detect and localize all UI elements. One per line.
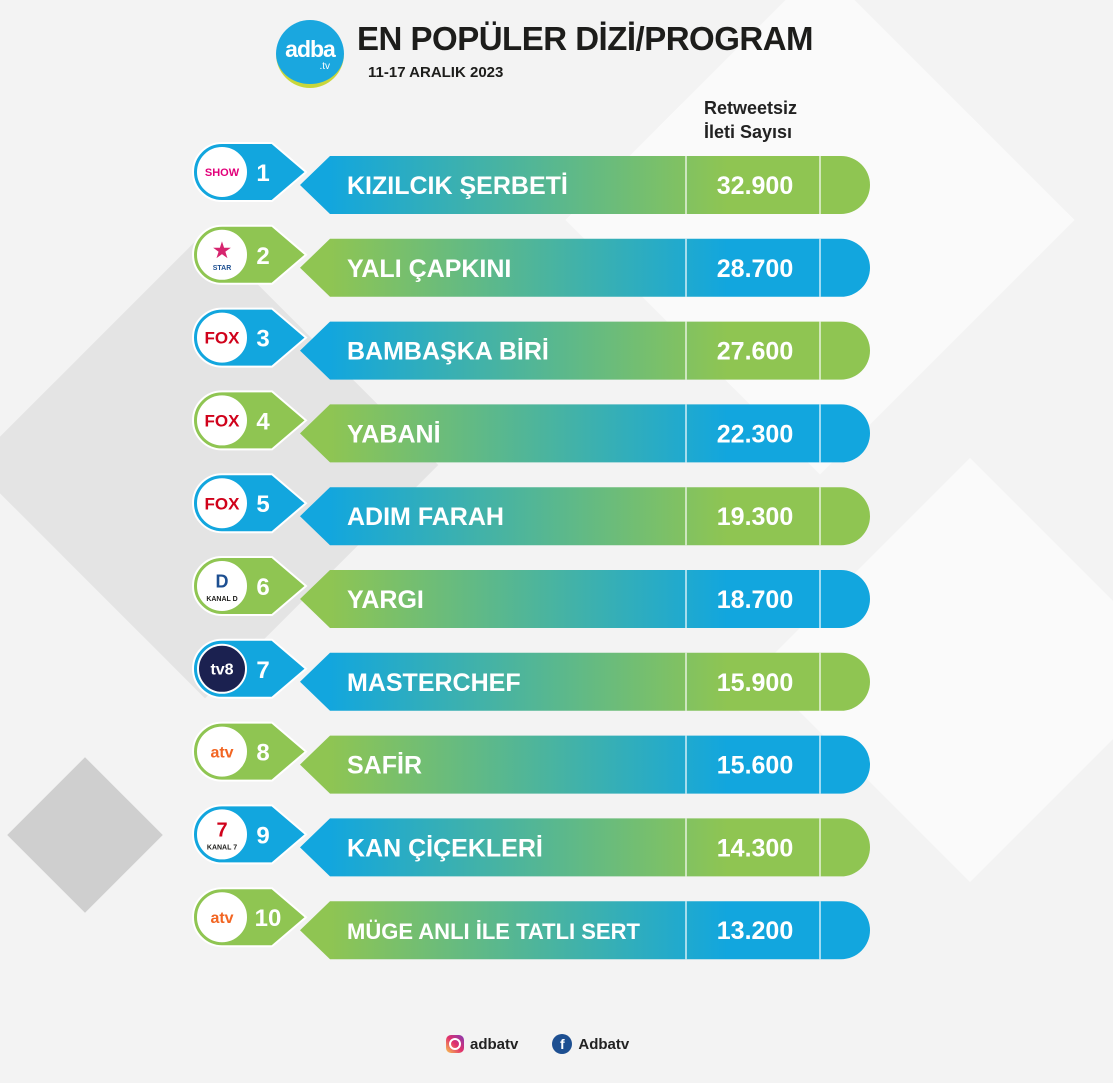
post-count: 27.600 xyxy=(717,338,793,366)
logo-suffix: .tv xyxy=(319,61,330,72)
row-bar xyxy=(300,487,870,546)
facebook-link[interactable]: f Adbatv xyxy=(552,1034,629,1054)
program-name: MÜGE ANLI İLE TATLI SERT xyxy=(347,919,640,944)
row-bar xyxy=(300,156,870,214)
channel-logo-fox xyxy=(197,395,247,446)
channel-logo-mark: SHOW xyxy=(205,167,240,179)
post-count: 15.600 xyxy=(717,752,793,780)
channel-logo-name: KANAL 7 xyxy=(207,844,237,851)
ranking-row: SHOW 1 KIZILCIK ŞERBETİ 32.900 xyxy=(192,142,870,214)
ranking-row: 7 KANAL 7 9 KAN ÇİÇEKLERİ 14.300 xyxy=(192,804,870,877)
program-name: YARGI xyxy=(347,586,424,614)
post-count: 14.300 xyxy=(717,834,793,862)
ranking-row: FOX 4 YABANİ 22.300 xyxy=(192,390,870,463)
channel-logo-mark: D xyxy=(216,571,229,591)
instagram-handle: adbatv xyxy=(470,1035,519,1053)
post-count: 18.700 xyxy=(717,586,793,614)
channel-logo-mark: 7 xyxy=(216,820,227,842)
channel-logo-mark: tv8 xyxy=(210,662,233,679)
channel-logo-name: KANAL D xyxy=(206,596,237,603)
channel-logo-show xyxy=(197,147,247,197)
channel-logo-mark: atv xyxy=(210,910,233,927)
ranking-row: ★ STAR 2 YALI ÇAPKINI 28.700 xyxy=(192,224,870,297)
row-bar xyxy=(300,321,870,380)
row-bar xyxy=(300,570,870,628)
channel-logo-atv xyxy=(197,892,247,943)
row-bar xyxy=(300,735,870,794)
date-range: 11-17 ARALIK 2023 xyxy=(368,64,504,81)
rank-number: 1 xyxy=(256,160,269,187)
channel-logo-fox xyxy=(197,312,247,363)
footer: adbatv f Adbatv xyxy=(446,1034,629,1054)
post-count: 22.300 xyxy=(717,420,793,448)
channel-logo-star xyxy=(197,229,247,280)
channel-logo-atv xyxy=(197,726,247,777)
rank-number: 2 xyxy=(256,243,269,270)
channel-logo-name: STAR xyxy=(213,265,232,272)
column-header-line1: Retweetsiz xyxy=(704,98,798,118)
program-name: KAN ÇİÇEKLERİ xyxy=(347,834,543,862)
rank-number: 7 xyxy=(256,657,269,684)
ranking-row: tv8 7 MASTERCHEF 15.900 xyxy=(192,638,870,711)
ranking-row: atv 8 SAFİR 15.600 xyxy=(192,721,870,794)
logo-text: adba xyxy=(285,36,336,62)
ranking-row: atv 10 MÜGE ANLI İLE TATLI SERT 13.200 xyxy=(192,887,870,960)
channel-logo-mark: FOX xyxy=(205,494,241,513)
row-bar xyxy=(300,652,870,711)
program-name: BAMBAŞKA BİRİ xyxy=(347,338,549,366)
program-name: SAFİR xyxy=(347,752,422,780)
channel-logo-mark: ★ xyxy=(213,240,231,262)
row-bar xyxy=(300,901,870,960)
column-header-line2: İleti Sayısı xyxy=(704,122,793,142)
instagram-icon xyxy=(446,1035,464,1053)
adba-logo: adba .tv xyxy=(276,20,344,88)
rank-number: 6 xyxy=(256,574,269,601)
row-bar xyxy=(300,238,870,297)
rank-number: 8 xyxy=(256,740,269,767)
rank-number: 3 xyxy=(256,326,269,353)
post-count: 15.900 xyxy=(717,669,793,697)
rank-number: 9 xyxy=(256,822,269,849)
row-bar xyxy=(300,404,870,463)
rank-number: 4 xyxy=(256,408,270,435)
facebook-handle: Adbatv xyxy=(578,1035,630,1053)
channel-logo-fox xyxy=(197,478,247,529)
column-header: Retweetsiz İleti Sayısı xyxy=(704,96,797,144)
rank-number: 10 xyxy=(255,905,282,932)
ranking-row: FOX 5 ADIM FARAH 19.300 xyxy=(192,473,870,546)
facebook-icon: f xyxy=(552,1034,573,1054)
post-count: 13.200 xyxy=(717,917,793,945)
rank-number: 5 xyxy=(256,491,269,518)
channel-logo-tv8 xyxy=(197,643,247,694)
post-count: 28.700 xyxy=(717,255,793,283)
channel-logo-mark: FOX xyxy=(205,412,241,431)
row-bar xyxy=(300,818,870,877)
program-name: YABANİ xyxy=(347,420,441,448)
page-title: EN POPÜLER DİZİ/PROGRAM xyxy=(357,20,814,57)
post-count: 32.900 xyxy=(717,172,793,200)
channel-logo-kanal-7 xyxy=(197,809,247,860)
program-name: MASTERCHEF xyxy=(347,669,521,697)
instagram-link[interactable]: adbatv xyxy=(446,1034,518,1054)
channel-logo-mark: FOX xyxy=(205,329,241,348)
ranking-row: D KANAL D 6 YARGI 18.700 xyxy=(192,556,870,628)
program-name: YALI ÇAPKINI xyxy=(347,255,511,283)
post-count: 19.300 xyxy=(717,503,793,531)
ranking-row: FOX 3 BAMBAŞKA BİRİ 27.600 xyxy=(192,307,870,380)
program-name: KIZILCIK ŞERBETİ xyxy=(347,172,568,200)
channel-logo-mark: atv xyxy=(210,744,233,761)
channel-logo-kanal-d xyxy=(197,561,247,611)
program-name: ADIM FARAH xyxy=(347,503,504,531)
